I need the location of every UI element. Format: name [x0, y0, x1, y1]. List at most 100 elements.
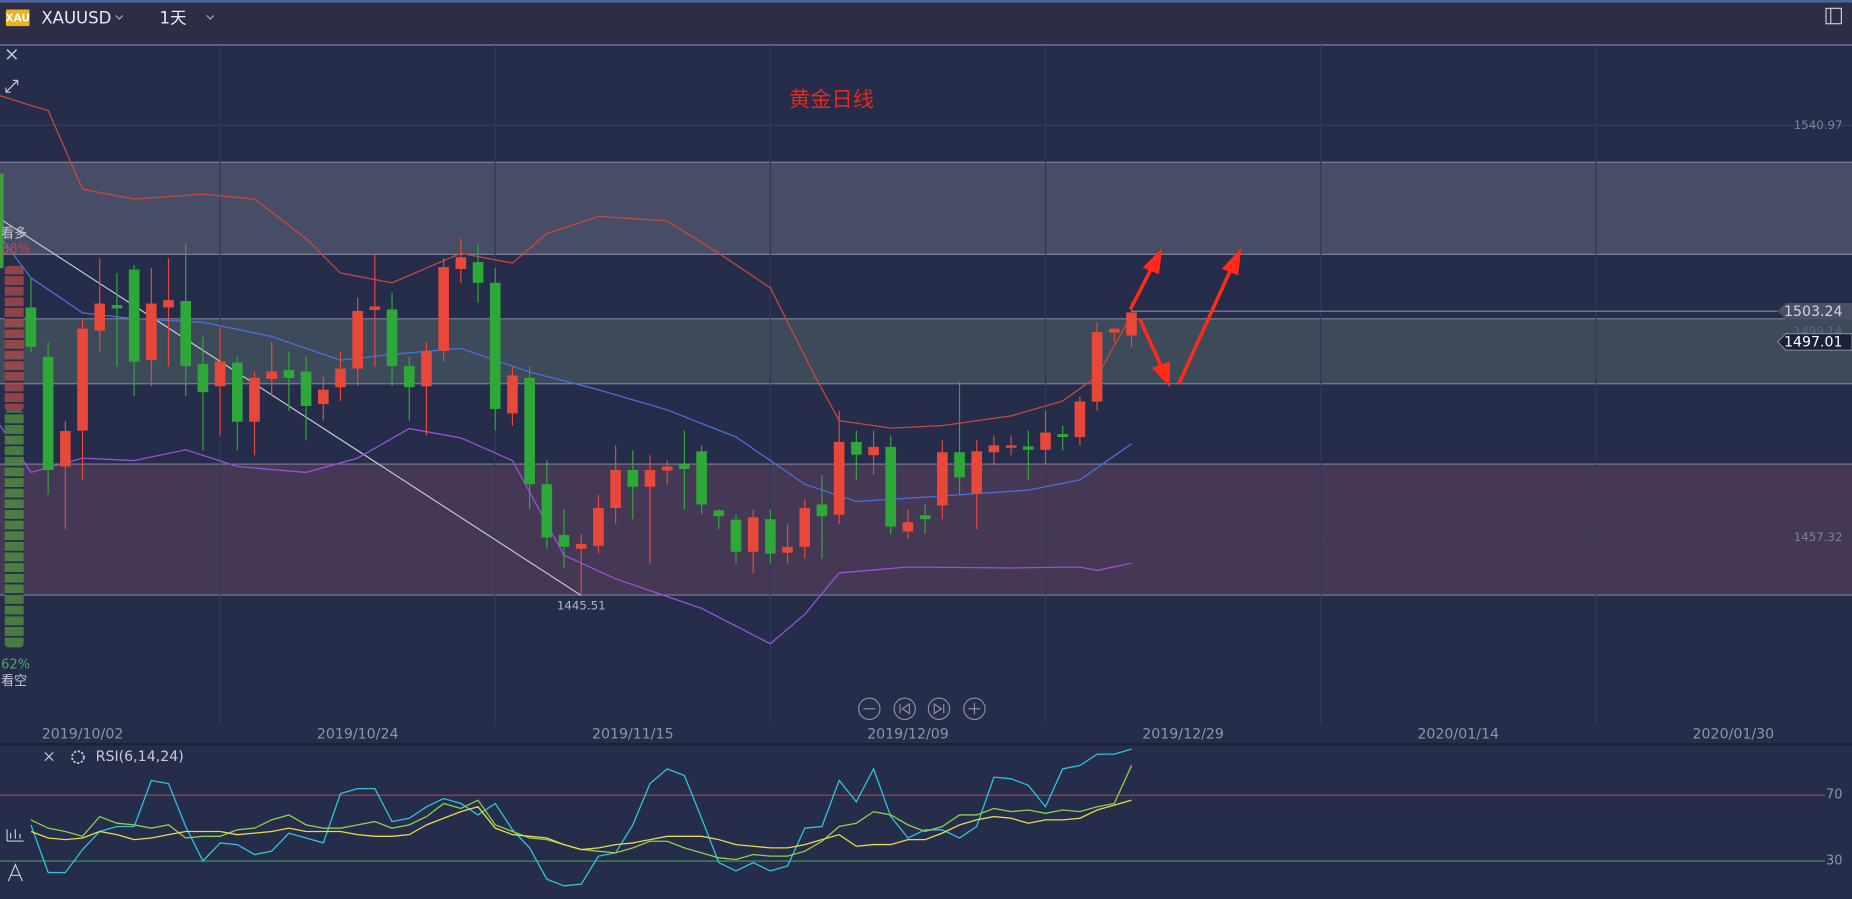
x-tick-label: 2019/12/29 [1142, 727, 1224, 743]
candle-body [42, 356, 54, 470]
candle-body [799, 507, 811, 547]
rsi-settings[interactable] [71, 750, 85, 764]
candle-body [971, 451, 983, 494]
jump-end-glyph [933, 702, 945, 715]
arrow-head [1142, 247, 1163, 275]
side-strip [0, 173, 4, 269]
candle-body [489, 282, 501, 409]
current-price-label: 1497.01 [1784, 334, 1843, 350]
candle-body [730, 519, 742, 552]
interval[interactable]: 1天 [159, 8, 186, 27]
bull-label: 看多 [1, 225, 27, 241]
candle-body [1023, 446, 1034, 450]
candle-body [593, 507, 604, 546]
candle-body [713, 510, 725, 517]
candle-body [317, 389, 329, 404]
candle-body [180, 301, 192, 367]
candle-body [214, 361, 226, 387]
jump-end[interactable] [927, 697, 951, 720]
y-tick-label: 30 [1826, 854, 1843, 869]
x-tick-label: 2019/11/15 [592, 727, 674, 743]
zoom-in[interactable] [963, 697, 986, 720]
candle-body [610, 469, 621, 508]
bear-pct: 62% [1, 658, 30, 673]
candle-body [696, 451, 707, 505]
candle-body [421, 350, 432, 387]
candle-body [644, 469, 656, 487]
nav-buttons [858, 697, 986, 720]
chevron[interactable] [115, 15, 124, 20]
rsi-line [30, 799, 1132, 851]
candle-body [868, 446, 879, 456]
symbol-icon[interactable] [5, 9, 30, 27]
candle-body [249, 377, 260, 422]
indicator-icon[interactable] [6, 829, 24, 842]
candle-body [352, 310, 363, 369]
draw-icon[interactable] [7, 863, 23, 882]
candle-body [94, 303, 106, 331]
arrow-head [1221, 247, 1242, 276]
resize-icon[interactable] [5, 79, 19, 93]
plot: 1540.97 1457.32 2019/10/02 2019/10/24 2019/1… [0, 44, 1852, 887]
x-tick-label: 2019/10/02 [42, 727, 124, 743]
candle-body [1091, 332, 1103, 402]
x-tick-label: 2020/01/30 [1693, 727, 1775, 743]
bull-pct: 38% [1, 242, 30, 257]
candle-body [679, 464, 690, 470]
candle-body [851, 441, 862, 455]
forecast-arrows [1128, 247, 1242, 388]
symbol-icon-text: XAU [5, 11, 30, 24]
candle-body [455, 257, 467, 270]
y-tick-label: 70 [1826, 788, 1843, 803]
candle-body [438, 267, 449, 351]
zone [0, 464, 1852, 596]
chart-title: 黄金日线 [789, 87, 874, 112]
candle-body [765, 519, 776, 554]
candle-body [833, 441, 845, 515]
candle-body [25, 307, 37, 347]
x-tick-label: 2019/10/24 [317, 727, 399, 743]
candle-body [919, 515, 931, 520]
jump-start[interactable] [893, 697, 916, 720]
band-line [0, 95, 1133, 429]
chevron[interactable] [206, 15, 215, 20]
candle-body [1126, 312, 1137, 336]
zone [0, 318, 1852, 384]
header-bar [0, 0, 1852, 44]
price-tag [1777, 302, 1852, 320]
candle-body [937, 452, 948, 506]
layout-icon[interactable] [1825, 7, 1842, 25]
y-tick-label: 1457.32 [1794, 530, 1843, 544]
candle-body [1040, 432, 1051, 450]
candle-body [558, 534, 570, 547]
price-tag-label: 1503.24 [1784, 304, 1843, 320]
candle-body [627, 469, 639, 487]
jump-start-glyph [899, 702, 911, 715]
candle-body [386, 309, 398, 367]
rsi-close[interactable] [44, 752, 54, 762]
candle-body [60, 431, 71, 467]
candle-body [197, 364, 209, 393]
zoom-in-glyph [968, 702, 981, 715]
candle-body [575, 543, 587, 549]
zoom-out[interactable] [858, 697, 881, 720]
candle-body [77, 328, 88, 431]
candle-body [902, 522, 914, 532]
candle-body [524, 377, 535, 485]
candle-body [954, 452, 965, 478]
candle-body [266, 371, 278, 379]
candle-body [541, 484, 553, 538]
band-line [0, 424, 1132, 645]
candle-body [403, 366, 415, 388]
symbol[interactable]: XAUUSD [41, 8, 111, 27]
candle-body [661, 466, 673, 471]
close-icon[interactable] [6, 49, 18, 60]
candle-body [1074, 401, 1086, 437]
candle-body [335, 368, 346, 388]
bear-gauge [4, 410, 24, 648]
trendline [0, 218, 582, 596]
candle-body [163, 300, 174, 308]
candle-body [283, 370, 295, 378]
